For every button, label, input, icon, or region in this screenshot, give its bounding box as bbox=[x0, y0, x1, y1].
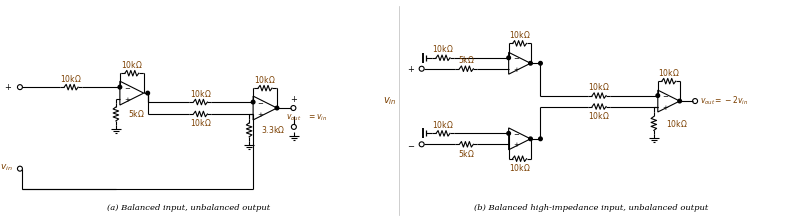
Text: $5\mathrm{k}\Omega$: $5\mathrm{k}\Omega$ bbox=[128, 109, 144, 120]
Text: $v_{out}=-2v_{in}$: $v_{out}=-2v_{in}$ bbox=[700, 95, 748, 107]
Text: $+$: $+$ bbox=[512, 65, 519, 74]
Text: $10\mathrm{k}\Omega$: $10\mathrm{k}\Omega$ bbox=[588, 81, 610, 92]
Text: $5\mathrm{k}\Omega$: $5\mathrm{k}\Omega$ bbox=[458, 54, 475, 65]
Text: $+$: $+$ bbox=[5, 82, 13, 92]
Text: $-$: $-$ bbox=[512, 130, 519, 136]
Circle shape bbox=[529, 61, 532, 65]
Text: (a) Balanced input, unbalanced output: (a) Balanced input, unbalanced output bbox=[107, 204, 270, 212]
Text: $10\mathrm{k}\Omega$: $10\mathrm{k}\Omega$ bbox=[433, 119, 454, 130]
Text: $v_{in}$: $v_{in}$ bbox=[0, 162, 13, 173]
Circle shape bbox=[656, 94, 660, 97]
Circle shape bbox=[275, 106, 279, 110]
Text: $+$: $+$ bbox=[407, 64, 415, 74]
Circle shape bbox=[529, 137, 532, 141]
Text: $10\mathrm{k}\Omega$: $10\mathrm{k}\Omega$ bbox=[509, 162, 531, 173]
Text: $10\mathrm{k}\Omega$: $10\mathrm{k}\Omega$ bbox=[255, 74, 276, 85]
Text: (b) Balanced high-impedance input, unbalanced output: (b) Balanced high-impedance input, unbal… bbox=[474, 204, 709, 212]
Text: $-$: $-$ bbox=[407, 140, 415, 149]
Text: $+$: $+$ bbox=[290, 94, 298, 104]
Circle shape bbox=[507, 131, 511, 135]
Circle shape bbox=[118, 85, 121, 89]
Text: $10\mathrm{k}\Omega$: $10\mathrm{k}\Omega$ bbox=[658, 67, 680, 78]
Text: $v_{out}$: $v_{out}$ bbox=[286, 113, 302, 124]
Text: $-$: $-$ bbox=[512, 54, 519, 60]
Circle shape bbox=[507, 56, 511, 60]
Text: $10\mathrm{k}\Omega$: $10\mathrm{k}\Omega$ bbox=[509, 29, 531, 40]
Text: $+$: $+$ bbox=[662, 103, 669, 112]
Text: $10\mathrm{k}\Omega$: $10\mathrm{k}\Omega$ bbox=[433, 43, 454, 54]
Circle shape bbox=[539, 61, 543, 65]
Text: $-$: $-$ bbox=[124, 84, 131, 90]
Text: $+$: $+$ bbox=[257, 110, 264, 119]
Text: $5\mathrm{k}\Omega$: $5\mathrm{k}\Omega$ bbox=[458, 148, 475, 159]
Text: $10\mathrm{k}\Omega$: $10\mathrm{k}\Omega$ bbox=[61, 73, 82, 84]
Text: $-$: $-$ bbox=[257, 99, 264, 105]
Circle shape bbox=[251, 100, 255, 104]
Text: $3.3\mathrm{k}\Omega$: $3.3\mathrm{k}\Omega$ bbox=[261, 124, 285, 135]
Text: $v_{in}$: $v_{in}$ bbox=[383, 95, 397, 107]
Text: $= v_{in}$: $= v_{in}$ bbox=[306, 113, 327, 124]
Text: $10\mathrm{k}\Omega$: $10\mathrm{k}\Omega$ bbox=[666, 118, 687, 129]
Text: $10\mathrm{k}\Omega$: $10\mathrm{k}\Omega$ bbox=[588, 110, 610, 121]
Text: $10\mathrm{k}\Omega$: $10\mathrm{k}\Omega$ bbox=[190, 88, 211, 99]
Text: $10\mathrm{k}\Omega$: $10\mathrm{k}\Omega$ bbox=[121, 59, 143, 70]
Text: $-$: $-$ bbox=[662, 92, 669, 98]
Circle shape bbox=[146, 91, 149, 95]
Circle shape bbox=[678, 99, 681, 103]
Text: $10\mathrm{k}\Omega$: $10\mathrm{k}\Omega$ bbox=[190, 117, 211, 128]
Circle shape bbox=[539, 137, 543, 141]
Text: $+$: $+$ bbox=[512, 140, 519, 149]
Text: $+$: $+$ bbox=[124, 95, 131, 104]
